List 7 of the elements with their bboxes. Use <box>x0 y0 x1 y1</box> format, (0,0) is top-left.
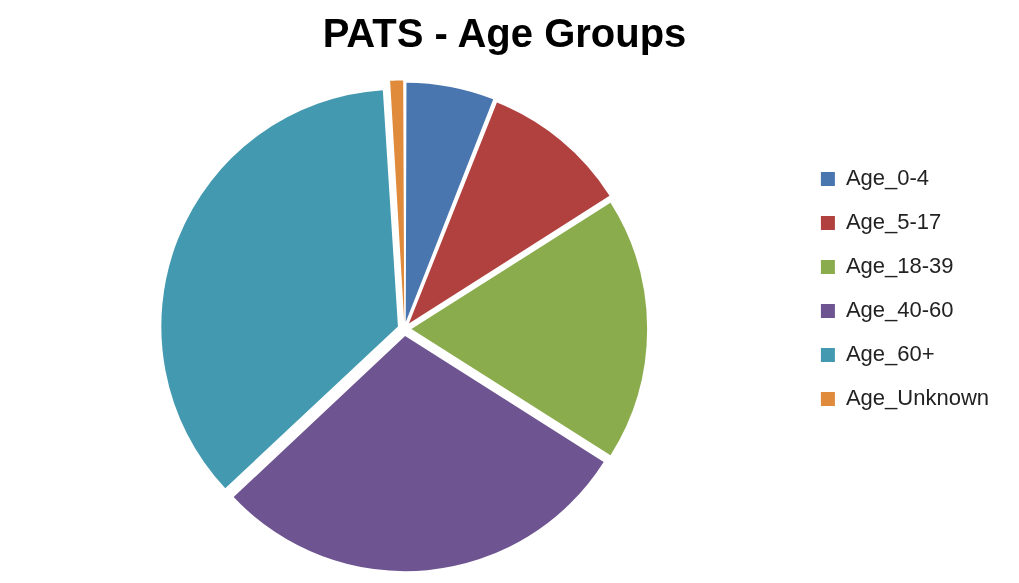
legend-label: Age_Unknown <box>845 385 990 411</box>
chart-title: PATS - Age Groups <box>322 11 687 56</box>
legend-label: Age_5-17 <box>845 209 942 235</box>
legend-label: Age_40-60 <box>845 297 954 323</box>
legend-label: Age_60+ <box>845 341 935 367</box>
legend-label: Age_0-4 <box>845 165 930 191</box>
legend-label: Age_18-39 <box>845 253 954 279</box>
